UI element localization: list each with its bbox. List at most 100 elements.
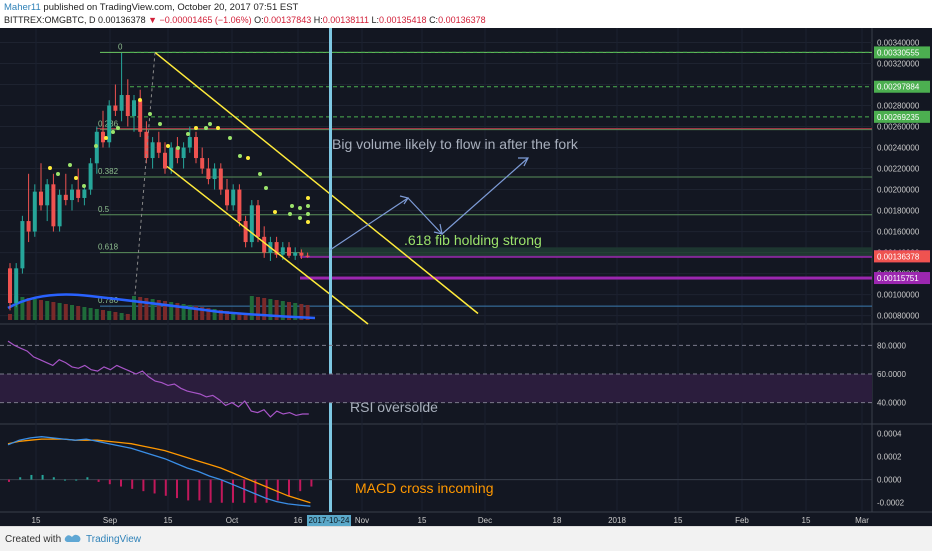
candle-body	[88, 163, 93, 190]
price-tag	[874, 46, 930, 59]
annotation-rsi: RSI oversolde	[350, 399, 438, 415]
low-label: L:	[371, 15, 379, 25]
fib-level-label: 0	[118, 42, 123, 51]
arrow-head-icon	[433, 223, 443, 235]
price-tag-label: 0.00269235	[877, 113, 920, 122]
price-tag-label: 0.00115751	[877, 274, 919, 283]
macd-histogram-bar	[120, 479, 122, 487]
candle-body	[14, 268, 19, 303]
volume-bar	[32, 299, 37, 320]
price-tick-label: 0.00220000	[877, 165, 920, 174]
signal-dot	[204, 126, 208, 130]
macd-histogram-bar	[232, 479, 234, 503]
signal-dot	[228, 136, 232, 140]
close-value: 0.00136378	[438, 15, 486, 25]
signal-dot	[298, 206, 302, 210]
signal-dot	[194, 126, 198, 130]
signal-dot	[258, 172, 262, 176]
rsi-pane: RSI oversolde	[0, 340, 872, 418]
high-label: H:	[313, 15, 323, 25]
macd-tick-label: 0.0004	[877, 429, 902, 438]
volume-bar	[76, 306, 81, 320]
signal-dot	[176, 146, 180, 150]
symbol-label: BITTREX:OMGBTC, D	[4, 15, 96, 25]
time-tick-label: Oct	[226, 516, 239, 525]
volume-bar	[299, 304, 304, 320]
candle-body	[305, 255, 310, 257]
volume-bar	[212, 309, 217, 320]
price-tick-label: 0.00160000	[877, 228, 920, 237]
price-tag	[874, 110, 930, 123]
volume-bar	[45, 301, 50, 320]
date-marker-tag	[307, 515, 351, 526]
time-tick-label: 15	[164, 516, 173, 525]
candle-body	[175, 147, 180, 159]
author-link[interactable]: Maher11	[4, 2, 41, 13]
signal-dot	[306, 220, 310, 224]
macd-histogram-bar	[288, 479, 290, 496]
date-marker-line	[329, 28, 332, 512]
macd-histogram-bar	[30, 474, 33, 480]
publish-line: Maher11 published on TradingView.com, Oc…	[4, 2, 298, 13]
tradingview-link[interactable]: TradingView	[86, 534, 142, 545]
volume-bar	[200, 307, 205, 320]
created-with-label: Created with	[5, 534, 62, 545]
candle-body	[212, 168, 217, 180]
price-change: −0.00001465 (−1.06%)	[159, 15, 252, 25]
macd-histogram-bar	[142, 479, 145, 492]
volume-bar	[194, 306, 198, 320]
signal-dot	[68, 163, 72, 167]
candle-body	[63, 194, 68, 201]
macd-line	[7, 436, 311, 507]
signal-dot	[306, 204, 310, 208]
time-tick-label: Nov	[355, 516, 369, 525]
volume-bar	[218, 310, 223, 320]
candle-body	[39, 191, 43, 206]
arrow-head-icon	[518, 157, 529, 167]
macd-histogram-bar	[52, 477, 55, 480]
volume-ma-line	[7, 293, 316, 320]
signal-dot	[48, 166, 52, 170]
volume-bar	[132, 296, 136, 320]
candle-body	[200, 158, 205, 169]
price-tag-label: 0.00330555	[877, 48, 920, 57]
signal-dot	[306, 212, 310, 216]
candle-body	[144, 131, 149, 159]
volume-bar	[274, 300, 279, 320]
candle-body	[138, 100, 143, 132]
candle-body	[70, 189, 74, 201]
candle-body	[237, 189, 242, 222]
volume-bar	[262, 298, 267, 320]
fib-level-label: 0.786	[98, 296, 119, 305]
macd-tick-label: 0.0002	[877, 452, 902, 461]
candle-body	[243, 221, 248, 243]
down-arrow-icon: ▼	[148, 15, 158, 25]
last-price: 0.00136378	[98, 15, 146, 25]
support-line	[300, 276, 872, 280]
annotation-fib: .618 fib holding strong	[404, 232, 542, 248]
candle-body	[76, 189, 81, 198]
support-zone	[300, 247, 872, 257]
volume-bar	[287, 302, 291, 320]
macd-histogram-bar	[254, 479, 257, 503]
candle-body	[32, 191, 37, 232]
volume-bar	[150, 299, 155, 320]
volume-bar	[26, 298, 31, 320]
symbol-line: BITTREX:OMGBTC, D 0.00136378 ▼ −0.000014…	[4, 15, 486, 25]
signal-dot	[111, 130, 115, 134]
rsi-tick-label: 60.0000	[877, 370, 906, 379]
volume-bar	[20, 297, 25, 320]
signal-dot	[306, 196, 310, 200]
candle-body	[280, 247, 285, 255]
signal-dot	[166, 144, 170, 148]
time-tick-label: 15	[802, 516, 811, 525]
channel-lower-line	[166, 165, 369, 325]
tradingview-logo-icon[interactable]	[64, 532, 82, 547]
rsi-tick-label: 40.0000	[877, 399, 906, 408]
drawings[interactable]: Big volume likely to flow in after the f…	[48, 28, 579, 512]
close-label: C:	[429, 15, 439, 25]
candle-body	[206, 168, 211, 180]
